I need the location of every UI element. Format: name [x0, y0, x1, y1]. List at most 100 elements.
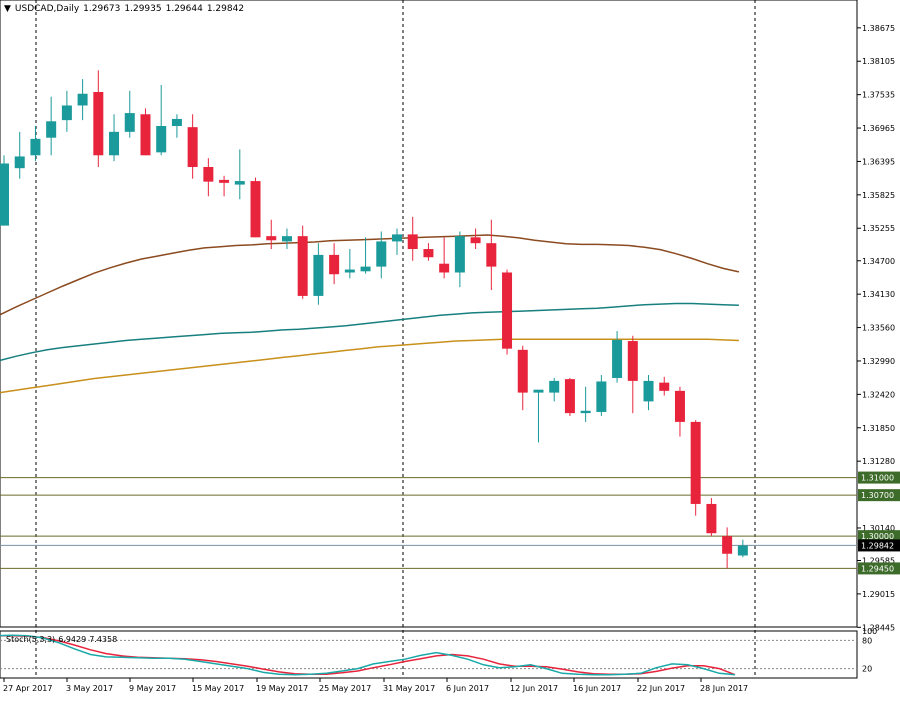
- bullish-candle[interactable]: [376, 241, 387, 267]
- bearish-candle[interactable]: [674, 390, 685, 422]
- bearish-candle[interactable]: [502, 272, 513, 349]
- level-price-label-bg: [858, 530, 900, 543]
- bullish-candle[interactable]: [313, 254, 324, 296]
- bullish-candle[interactable]: [643, 380, 654, 402]
- level-price-label: 1.30700: [861, 491, 894, 500]
- bullish-candle[interactable]: [171, 118, 182, 126]
- level-price-label-bg: [858, 562, 900, 575]
- bullish-candle[interactable]: [454, 236, 465, 273]
- bullish-candle[interactable]: [533, 389, 544, 393]
- level-price-label: 1.29450: [861, 564, 894, 573]
- bearish-candle[interactable]: [470, 237, 481, 244]
- price-tick-label: 1.29015: [862, 590, 895, 599]
- bearish-candle[interactable]: [486, 243, 497, 267]
- current-price-label: 1.29842: [861, 541, 894, 550]
- bullish-candle[interactable]: [360, 266, 371, 272]
- bearish-candle[interactable]: [266, 236, 277, 241]
- bearish-candle[interactable]: [439, 263, 450, 273]
- time-tick-label: 12 Jun 2017: [510, 684, 558, 693]
- time-tick-label: 22 Jun 2017: [637, 684, 685, 693]
- symbol-label: USDCAD,Daily: [14, 4, 80, 14]
- bearish-candle[interactable]: [517, 349, 528, 393]
- price-tick-label: 1.29585: [862, 556, 895, 565]
- time-tick-label: 6 Jun 2017: [446, 684, 489, 693]
- price-tick-label: 1.33560: [862, 324, 895, 333]
- price-tick-label: 1.35825: [862, 191, 895, 200]
- stochastic-scale-label: 80: [862, 636, 872, 645]
- price-tick-label: 1.32990: [862, 357, 895, 366]
- price-tick-label: 1.34700: [862, 257, 895, 266]
- time-tick-label: 28 Jun 2017: [700, 684, 748, 693]
- bullish-candle[interactable]: [580, 410, 591, 414]
- bearish-candle[interactable]: [690, 421, 701, 504]
- level-price-label-bg: [858, 471, 900, 484]
- chart-title: ▼ USDCAD,Daily 1.29673 1.29935 1.29644 1.2984…: [4, 4, 248, 14]
- price-tick-label: 1.37535: [862, 91, 895, 100]
- stochastic-signal-value: 7.4358: [89, 635, 118, 644]
- price-tick-label: 1.32420: [862, 390, 895, 399]
- moving-average-mid-line: [0, 302, 739, 362]
- stochastic-main-value: 6.9429: [58, 635, 87, 644]
- bearish-candle[interactable]: [203, 167, 214, 182]
- triangle-down-icon[interactable]: ▼: [4, 4, 11, 14]
- level-price-label: 1.31000: [861, 474, 894, 483]
- bullish-candle[interactable]: [124, 113, 135, 132]
- time-tick-label: 16 Jun 2017: [573, 684, 621, 693]
- bullish-candle[interactable]: [109, 131, 120, 156]
- bullish-candle[interactable]: [0, 163, 9, 226]
- bullish-candle[interactable]: [14, 156, 25, 169]
- price-tick-label: 1.34130: [862, 290, 895, 299]
- bearish-candle[interactable]: [423, 249, 434, 258]
- price-tick-label: 1.36965: [862, 124, 895, 133]
- bearish-candle[interactable]: [706, 503, 717, 534]
- time-tick-label: 3 May 2017: [66, 684, 113, 693]
- bullish-candle[interactable]: [234, 181, 245, 185]
- price-tick-label: 1.38675: [862, 24, 895, 33]
- level-price-label-bg: [858, 489, 900, 502]
- price-tick-label: 1.31850: [862, 424, 895, 433]
- bullish-candle[interactable]: [281, 236, 292, 242]
- bullish-candle[interactable]: [612, 339, 623, 378]
- bearish-candle[interactable]: [329, 254, 340, 275]
- moving-average-fast-line: [0, 338, 739, 394]
- low-value: 1.29644: [165, 4, 203, 14]
- stochastic-plot-frame: [0, 630, 858, 679]
- time-tick-label: 19 May 2017: [256, 684, 308, 693]
- bearish-candle[interactable]: [722, 536, 733, 554]
- bullish-candle[interactable]: [46, 121, 57, 138]
- bullish-candle[interactable]: [156, 125, 167, 153]
- bullish-candle[interactable]: [30, 138, 41, 156]
- bearish-candle[interactable]: [659, 382, 670, 391]
- bullish-candle[interactable]: [737, 545, 748, 556]
- bearish-candle[interactable]: [187, 127, 198, 168]
- open-value: 1.29673: [83, 4, 121, 14]
- bearish-candle[interactable]: [93, 91, 104, 156]
- bearish-candle[interactable]: [250, 181, 261, 238]
- bearish-candle[interactable]: [407, 234, 418, 250]
- bullish-candle[interactable]: [344, 269, 355, 273]
- bullish-candle[interactable]: [61, 105, 72, 121]
- moving-average-slow-line: [0, 234, 740, 316]
- stochastic-name: Stoch(5,3,3): [6, 635, 56, 644]
- time-tick-label: 25 May 2017: [319, 684, 371, 693]
- bullish-candle[interactable]: [392, 234, 402, 242]
- time-tick-label: 9 May 2017: [129, 684, 176, 693]
- bullish-candle[interactable]: [596, 381, 607, 412]
- bullish-candle[interactable]: [549, 380, 560, 393]
- bearish-candle[interactable]: [219, 179, 230, 183]
- stochastic-main-line: [0, 634, 736, 676]
- bullish-candle[interactable]: [77, 93, 88, 106]
- bearish-candle[interactable]: [297, 236, 308, 296]
- bearish-candle[interactable]: [140, 114, 151, 156]
- bearish-candle[interactable]: [564, 379, 575, 414]
- price-tick-label: 1.30140: [862, 524, 895, 533]
- price-tick-label: 1.28445: [862, 623, 895, 632]
- high-value: 1.29935: [124, 4, 162, 14]
- price-tick-label: 1.38105: [862, 57, 895, 66]
- time-tick-label: 31 May 2017: [383, 684, 435, 693]
- bearish-candle[interactable]: [627, 341, 638, 381]
- price-tick-label: 1.31280: [862, 457, 895, 466]
- price-tick-label: 1.35255: [862, 224, 895, 233]
